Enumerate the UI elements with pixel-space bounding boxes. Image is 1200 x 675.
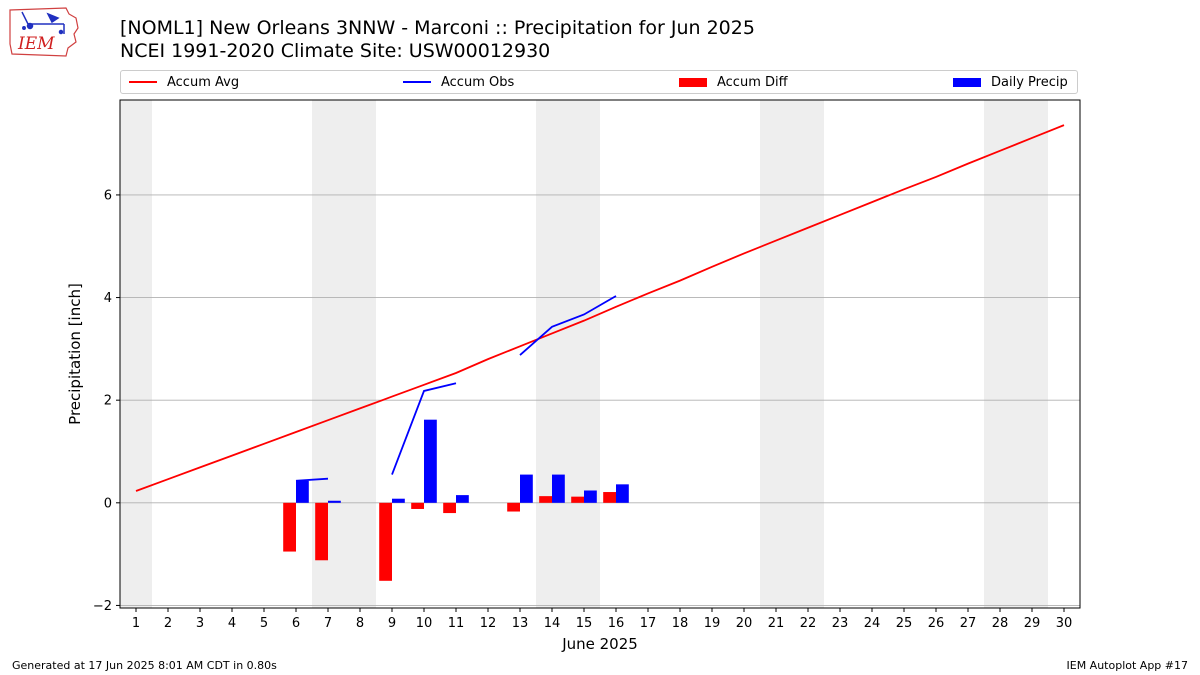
weekend-band-22 [792,100,824,608]
weekend-band-8 [344,100,376,608]
tick-label-y-4: 4 [104,291,112,306]
chart-title: [NOML1] New Orleans 3NNW - Marconi :: Pr… [120,17,755,39]
legend-swatch-daily-precip [953,77,981,87]
weekend-band-14 [536,100,568,608]
weekend-band-1 [120,100,152,608]
y-axis-label: Precipitation [inch] [66,283,84,425]
legend-label-accum-obs: Accum Obs [441,74,515,90]
tick-label-x-16: 16 [608,616,625,631]
legend-swatch-accum-diff [679,77,707,87]
tick-label-x-25: 25 [896,616,913,631]
tick-label-x-26: 26 [928,616,945,631]
tick-label-x-17: 17 [640,616,657,631]
legend-item-accum-diff: Accum Diff [679,71,788,93]
legend-swatch-accum-obs [403,81,431,83]
tick-label-x-22: 22 [800,616,817,631]
footer-app: IEM Autoplot App #17 [1066,659,1189,672]
daily-precip-bar-day-7 [328,500,341,503]
tick-label-x-23: 23 [832,616,849,631]
accum-diff-bar-day-10 [411,502,424,509]
weekend-band-29 [1016,100,1048,608]
bars [283,419,629,581]
tick-label-x-3: 3 [196,616,204,631]
tick-label-x-28: 28 [992,616,1009,631]
daily-precip-bar-day-10 [424,419,437,503]
daily-precip-bar-day-16 [616,484,629,503]
accum-obs-line-segment-1 [295,477,329,482]
tick-label-y-2: 2 [104,394,112,409]
tick-label-x-9: 9 [388,616,396,631]
legend-swatch-accum-avg [129,81,157,83]
tick-label-x-5: 5 [260,616,268,631]
legend-label-accum-avg: Accum Avg [167,74,240,90]
accum-diff-bar-day-14 [539,496,552,503]
tick-label-x-14: 14 [544,616,561,631]
accum-diff-bar-day-16 [603,492,616,503]
tick-label-x-1: 1 [132,616,140,631]
daily-precip-bar-day-11 [456,495,469,503]
legend-label-accum-diff: Accum Diff [717,74,788,90]
tick-label-x-2: 2 [164,616,172,631]
tick-label-x-12: 12 [480,616,497,631]
tick-label-x-20: 20 [736,616,753,631]
daily-precip-bar-day-14 [552,474,565,503]
tick-label-x-18: 18 [672,616,689,631]
accum-diff-bar-day-7 [315,502,328,561]
footer-generated: Generated at 17 Jun 2025 8:01 AM CDT in … [12,659,277,672]
tick-label-x-24: 24 [864,616,881,631]
accum-obs-line-segment-3 [519,295,617,356]
tick-label-x-19: 19 [704,616,721,631]
tick-label-x-4: 4 [228,616,236,631]
tick-label-y-0: 0 [104,496,112,511]
legend-item-daily-precip: Daily Precip [953,71,1068,93]
daily-precip-bar-day-6 [296,480,309,503]
tick-label-x-30: 30 [1056,616,1073,631]
weekend-shading [120,100,1048,608]
iem-logo: IEM [9,7,79,57]
plot-frame [119,99,1081,609]
accum-diff-bar-day-11 [443,502,456,514]
accum-diff-bar-day-15 [571,496,584,503]
weather-station-icon [21,11,65,35]
tick-label-x-13: 13 [512,616,529,631]
tick-label-x-8: 8 [356,616,364,631]
chart-subtitle: NCEI 1991-2020 Climate Site: USW00012930 [120,40,551,62]
legend-label-daily-precip: Daily Precip [991,74,1068,90]
daily-precip-bar-day-9 [392,498,405,503]
tick-label-y-6: 6 [104,188,112,203]
daily-precip-bar-day-15 [584,490,597,503]
tick-label-x-11: 11 [448,616,465,631]
iowa-state-outline [9,7,79,57]
tick-label-y--2: −2 [93,599,112,614]
accum-diff-bar-day-13 [507,502,520,512]
accum-obs-line-segment-2 [391,382,457,475]
iem-logo-text: IEM [17,34,55,54]
y-gridlines [120,194,1080,606]
accum-avg-line [135,124,1065,492]
tick-label-x-6: 6 [292,616,300,631]
weekend-band-21 [760,100,792,608]
x-axis-label: June 2025 [561,635,638,653]
accum-diff-bar-day-9 [379,502,392,581]
tick-label-x-15: 15 [576,616,593,631]
weekend-band-15 [568,100,600,608]
accum-diff-bar-day-6 [283,502,296,552]
tick-label-x-29: 29 [1024,616,1041,631]
daily-precip-bar-day-13 [520,474,533,503]
weekend-band-28 [984,100,1016,608]
legend: Accum Avg Accum Obs Accum Diff Daily Pre… [120,70,1078,94]
tick-label-x-7: 7 [324,616,332,631]
legend-item-accum-avg: Accum Avg [129,71,239,93]
legend-item-accum-obs: Accum Obs [403,71,514,93]
tick-label-x-21: 21 [768,616,785,631]
lines [135,124,1065,492]
tick-label-x-10: 10 [416,616,433,631]
tick-label-x-27: 27 [960,616,977,631]
